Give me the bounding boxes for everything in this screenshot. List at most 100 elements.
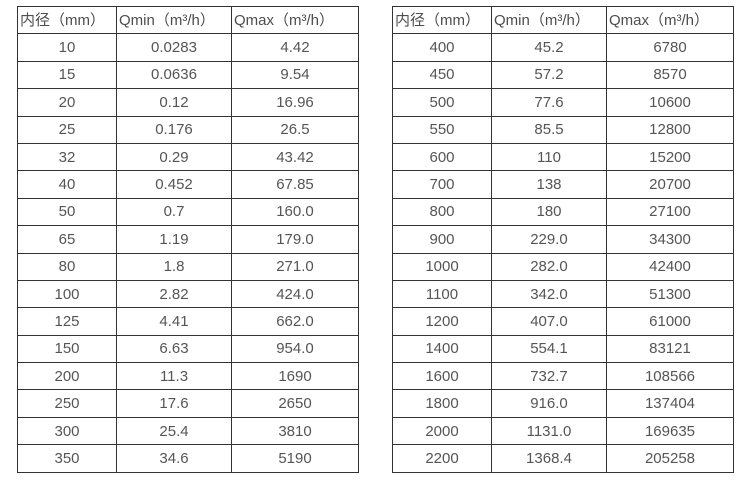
table-cell: 1131.0 xyxy=(491,416,607,446)
table-cell: 4.41 xyxy=(116,307,232,336)
table-cell: 3810 xyxy=(231,416,359,446)
table-row: 2000 1131.0 169635 xyxy=(392,416,734,446)
table-cell: 0.452 xyxy=(116,170,232,199)
table-cell: 51300 xyxy=(606,279,734,309)
table-cell: 80 xyxy=(17,252,117,281)
table-cell: 0.29 xyxy=(116,142,232,172)
table-cell: 32 xyxy=(17,142,117,172)
table-cell: 125 xyxy=(17,307,117,336)
table-cell: 25 xyxy=(17,115,117,144)
table-row: 400 45.2 6780 xyxy=(392,33,734,62)
table-cell: 65 xyxy=(17,225,117,254)
table-row: 550 85.5 12800 xyxy=(392,115,734,144)
table-cell: 6.63 xyxy=(116,334,232,364)
table-cell: 229.0 xyxy=(491,225,607,254)
table-cell: 700 xyxy=(392,170,492,199)
table-cell: 61000 xyxy=(606,307,734,336)
table-cell: 900 xyxy=(392,225,492,254)
table-cell: 150 xyxy=(17,334,117,364)
column-header: Qmin（m³/h） xyxy=(116,5,232,35)
table-row: 1100 342.0 51300 xyxy=(392,279,734,309)
table-cell: 550 xyxy=(392,115,492,144)
table-cell: 2200 xyxy=(392,444,492,473)
table-cell: 10600 xyxy=(606,88,734,117)
table-row: 40 0.452 67.85 xyxy=(17,170,359,199)
table-cell: 0.0636 xyxy=(116,60,232,90)
table-cell: 916.0 xyxy=(491,389,607,418)
header-row: 内径（mm） Qmin（m³/h） Qmax（m³/h） xyxy=(392,5,734,35)
table-cell: 110 xyxy=(491,142,607,172)
table-row: 250 17.6 2650 xyxy=(17,389,359,418)
column-header: 内径（mm） xyxy=(17,5,117,35)
table-cell: 1690 xyxy=(231,362,359,391)
table-cell: 600 xyxy=(392,142,492,172)
table-row: 900 229.0 34300 xyxy=(392,225,734,254)
table-cell: 800 xyxy=(392,197,492,227)
table-cell: 1.19 xyxy=(116,225,232,254)
table-cell: 67.85 xyxy=(231,170,359,199)
table-cell: 16.96 xyxy=(231,88,359,117)
table-cell: 25.4 xyxy=(116,416,232,446)
table-cell: 1100 xyxy=(392,279,492,309)
table-cell: 11.3 xyxy=(116,362,232,391)
table-row: 500 77.6 10600 xyxy=(392,88,734,117)
table-cell: 20 xyxy=(17,88,117,117)
table-cell: 205258 xyxy=(606,444,734,473)
table-cell: 300 xyxy=(17,416,117,446)
table-cell: 1368.4 xyxy=(491,444,607,473)
table-cell: 424.0 xyxy=(231,279,359,309)
table-cell: 954.0 xyxy=(231,334,359,364)
table-row: 15 0.0636 9.54 xyxy=(17,60,359,90)
table-cell: 160.0 xyxy=(231,197,359,227)
table-cell: 450 xyxy=(392,60,492,90)
table-row: 150 6.63 954.0 xyxy=(17,334,359,364)
table-cell: 179.0 xyxy=(231,225,359,254)
table-cell: 40 xyxy=(17,170,117,199)
table-cell: 43.42 xyxy=(231,142,359,172)
column-header: Qmax（m³/h） xyxy=(606,5,734,35)
table-cell: 500 xyxy=(392,88,492,117)
table-row: 300 25.4 3810 xyxy=(17,416,359,446)
table-cell: 8570 xyxy=(606,60,734,90)
table-row: 10 0.0283 4.42 xyxy=(17,33,359,62)
table-row: 80 1.8 271.0 xyxy=(17,252,359,281)
table-cell: 1600 xyxy=(392,362,492,391)
table-cell: 180 xyxy=(491,197,607,227)
table-cell: 407.0 xyxy=(491,307,607,336)
table-cell: 45.2 xyxy=(491,33,607,62)
table-cell: 2650 xyxy=(231,389,359,418)
table-row: 65 1.19 179.0 xyxy=(17,225,359,254)
table-cell: 85.5 xyxy=(491,115,607,144)
table-cell: 1400 xyxy=(392,334,492,364)
header-row: 内径（mm） Qmin（m³/h） Qmax（m³/h） xyxy=(17,5,359,35)
table-cell: 342.0 xyxy=(491,279,607,309)
table-cell: 34300 xyxy=(606,225,734,254)
table-row: 200 11.3 1690 xyxy=(17,362,359,391)
table-cell: 42400 xyxy=(606,252,734,281)
table-cell: 1800 xyxy=(392,389,492,418)
table-cell: 26.5 xyxy=(231,115,359,144)
table-cell: 0.0283 xyxy=(116,33,232,62)
table-row: 1600 732.7 108566 xyxy=(392,362,734,391)
table-cell: 17.6 xyxy=(116,389,232,418)
table-row: 1000 282.0 42400 xyxy=(392,252,734,281)
table-cell: 5190 xyxy=(231,444,359,473)
table-cell: 15200 xyxy=(606,142,734,172)
table-row: 2200 1368.4 205258 xyxy=(392,444,734,473)
table-cell: 27100 xyxy=(606,197,734,227)
table-cell: 0.12 xyxy=(116,88,232,117)
column-header: Qmin（m³/h） xyxy=(491,5,607,35)
table-cell: 20700 xyxy=(606,170,734,199)
table-cell: 50 xyxy=(17,197,117,227)
flow-table-small-diameters: 内径（mm） Qmin（m³/h） Qmax（m³/h） 10 0.0283 4.42 15… xyxy=(17,5,359,473)
table-cell: 0.7 xyxy=(116,197,232,227)
table-row: 350 34.6 5190 xyxy=(17,444,359,473)
table-cell: 282.0 xyxy=(491,252,607,281)
table-cell: 2.82 xyxy=(116,279,232,309)
table-cell: 34.6 xyxy=(116,444,232,473)
table-row: 100 2.82 424.0 xyxy=(17,279,359,309)
table-cell: 350 xyxy=(17,444,117,473)
table-cell: 271.0 xyxy=(231,252,359,281)
table-cell: 57.2 xyxy=(491,60,607,90)
